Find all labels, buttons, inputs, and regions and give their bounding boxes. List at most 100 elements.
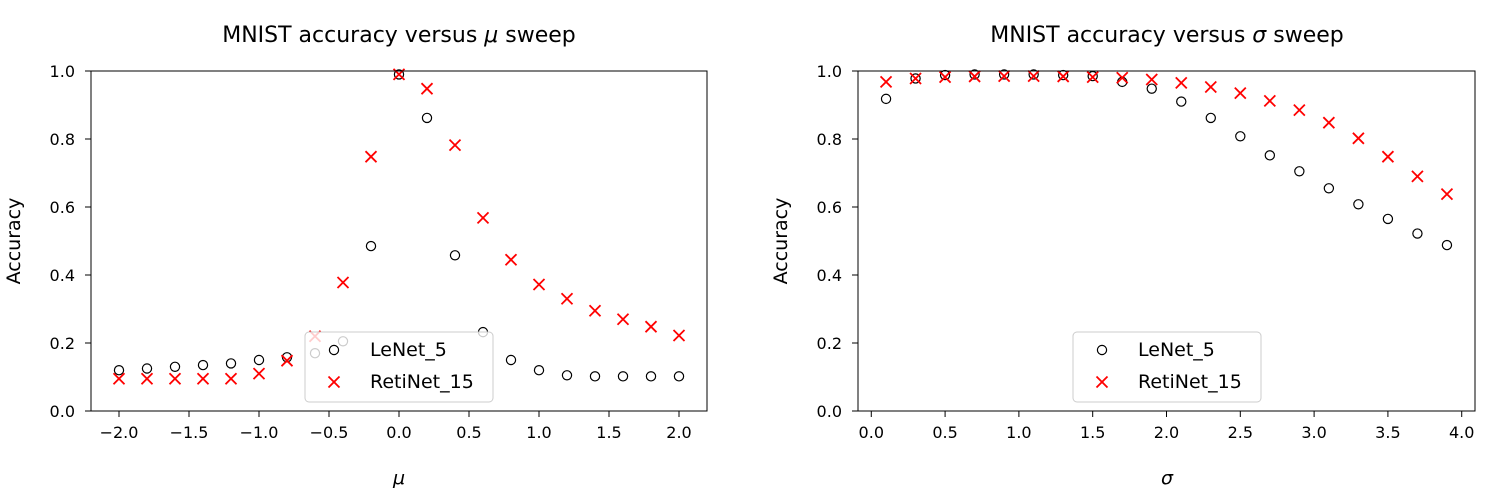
legend-box (304, 331, 494, 403)
data-point-retinet-15 (280, 354, 294, 367)
data-point-lenet-5 (533, 365, 545, 376)
data-point-retinet-15 (1204, 80, 1217, 94)
data-point-lenet-5 (225, 358, 237, 369)
data-point-lenet-5 (393, 69, 405, 80)
data-point-retinet-15 (909, 72, 922, 85)
data-point-retinet-15 (448, 138, 462, 152)
data-point-retinet-15 (1352, 132, 1365, 145)
data-point-lenet-5 (449, 250, 461, 261)
legend-marker-lenet (1096, 344, 1108, 356)
y-tick-label: 0.0 (817, 402, 842, 421)
data-point-lenet-5 (561, 370, 573, 381)
y-tick-label: 0.0 (50, 402, 75, 421)
data-point-lenet-5 (169, 361, 181, 372)
x-tick-label: 3.5 (1375, 423, 1400, 442)
data-point-retinet-15 (672, 329, 686, 342)
axis-ticks: 0.0 0.5 1.0 1.5 2.0 2.5 3.0 3.5 4.0 0.0 0.2 0.4 0.6 0… (817, 62, 1475, 442)
legend-marker-retinet (327, 375, 341, 389)
legend: LeNet_5 RetiNet_15 (304, 331, 494, 403)
data-point-retinet-15 (1027, 69, 1040, 83)
data-point-retinet-15 (336, 276, 350, 289)
y-axis-label: Accuracy (770, 198, 792, 285)
data-point-lenet-5 (589, 371, 601, 382)
data-point-retinet-15 (140, 372, 154, 385)
legend-label-lenet: LeNet_5 (1138, 339, 1215, 361)
x-tick-label: 0.5 (932, 423, 957, 442)
data-point-retinet-15 (112, 372, 126, 385)
data-point-retinet-15 (168, 372, 182, 385)
data-point-retinet-15 (616, 313, 630, 326)
data-point-retinet-15 (476, 211, 490, 225)
data-point-lenet-5 (645, 371, 657, 382)
data-point-lenet-5 (1146, 83, 1157, 94)
data-point-retinet-15 (997, 69, 1011, 83)
legend: LeNet_5 RetiNet_15 (1072, 331, 1262, 403)
data-point-retinet-15 (1116, 71, 1129, 84)
x-tick-label: 1.0 (1006, 423, 1031, 442)
plot-frame (90, 70, 708, 412)
legend-label-lenet: LeNet_5 (370, 339, 447, 361)
data-point-lenet-5 (1441, 239, 1453, 251)
data-point-retinet-15 (224, 372, 238, 385)
data-point-lenet-5 (1264, 150, 1276, 161)
axis-ticks: −2.0 −1.5 −1.0 −0.5 0.0 0.5 1.0 1.5 2.0 0.0 0.2 0.4… (50, 62, 692, 442)
data-point-retinet-15 (1145, 73, 1158, 86)
chart-sigma-sweep: MNIST accuracy versus σ sweep σ Accuracy… (770, 23, 1476, 489)
data-point-lenet-5 (1205, 112, 1216, 124)
y-tick-label: 0.8 (817, 130, 842, 149)
data-point-retinet-15 (196, 372, 210, 385)
data-point-retinet-15 (968, 70, 981, 83)
x-tick-label: 4.0 (1449, 423, 1474, 442)
data-point-retinet-15 (1381, 150, 1395, 163)
data-point-lenet-5 (1353, 199, 1364, 210)
plot-frame (857, 70, 1476, 412)
x-tick-label: 0.0 (386, 423, 411, 442)
data-point-retinet-15 (879, 75, 893, 89)
data-point-retinet-15 (1293, 103, 1306, 117)
data-point-lenet-5 (253, 354, 265, 366)
data-point-retinet-15 (588, 304, 602, 317)
data-point-retinet-15 (1234, 86, 1247, 100)
chart-mu-sweep: MNIST accuracy versus μ sweep μ Accuracy… (3, 23, 708, 489)
y-tick-label: 0.6 (817, 198, 842, 217)
data-point-lenet-5 (113, 365, 125, 376)
x-tick-label: 2.5 (1228, 423, 1253, 442)
data-point-lenet-5 (1176, 96, 1187, 107)
data-point-lenet-5 (1382, 213, 1394, 225)
data-point-retinet-15 (938, 70, 952, 84)
data-point-lenet-5 (673, 371, 685, 382)
data-point-retinet-15 (532, 278, 546, 291)
legend-marker-retinet (1095, 375, 1109, 389)
x-axis-label: σ (1161, 467, 1174, 489)
y-tick-label: 1.0 (817, 62, 842, 81)
legend-label-retinet: RetiNet_15 (370, 371, 474, 393)
x-tick-label: 3.0 (1301, 423, 1326, 442)
y-tick-label: 0.4 (817, 266, 842, 285)
x-tick-label: 1.5 (596, 423, 621, 442)
data-point-lenet-5 (197, 359, 209, 371)
data-point-lenet-5 (998, 69, 1010, 80)
data-point-retinet-15 (1263, 94, 1276, 108)
data-point-retinet-15 (1440, 187, 1454, 201)
y-axis-label: Accuracy (3, 198, 25, 285)
y-tick-label: 0.4 (50, 266, 75, 285)
x-tick-label: −2.0 (100, 423, 139, 442)
x-tick-label: −1.0 (240, 423, 279, 442)
data-point-lenet-5 (1323, 183, 1335, 194)
data-point-lenet-5 (617, 371, 629, 382)
x-tick-label: 2.0 (1154, 423, 1179, 442)
x-tick-label: 1.5 (1080, 423, 1105, 442)
y-tick-label: 0.2 (50, 334, 75, 353)
data-point-lenet-5 (969, 69, 980, 80)
data-point-retinet-15 (1175, 76, 1188, 90)
data-point-lenet-5 (421, 112, 433, 124)
y-tick-label: 0.6 (50, 198, 75, 217)
data-point-retinet-15 (420, 82, 434, 95)
data-point-lenet-5 (1294, 166, 1305, 177)
data-point-retinet-15 (560, 292, 574, 305)
data-point-lenet-5 (1028, 69, 1039, 80)
chart-title: MNIST accuracy versus σ sweep (990, 23, 1343, 48)
data-point-lenet-5 (141, 363, 153, 374)
y-tick-label: 0.8 (50, 130, 75, 149)
